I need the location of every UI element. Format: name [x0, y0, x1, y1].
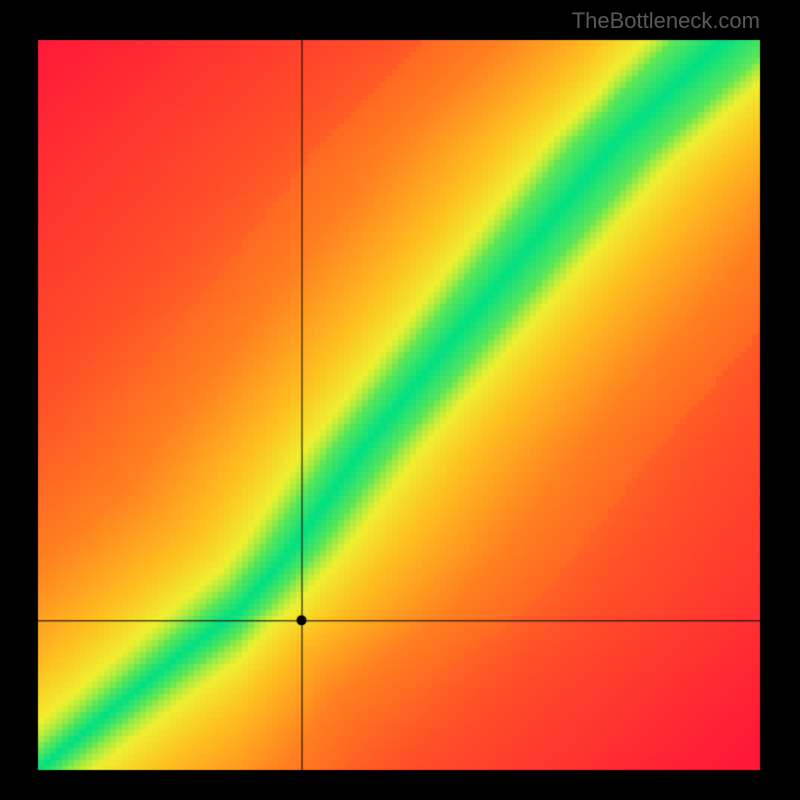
chart-container: TheBottleneck.com	[0, 0, 800, 800]
watermark-text: TheBottleneck.com	[572, 8, 760, 34]
heatmap-canvas	[0, 0, 800, 800]
